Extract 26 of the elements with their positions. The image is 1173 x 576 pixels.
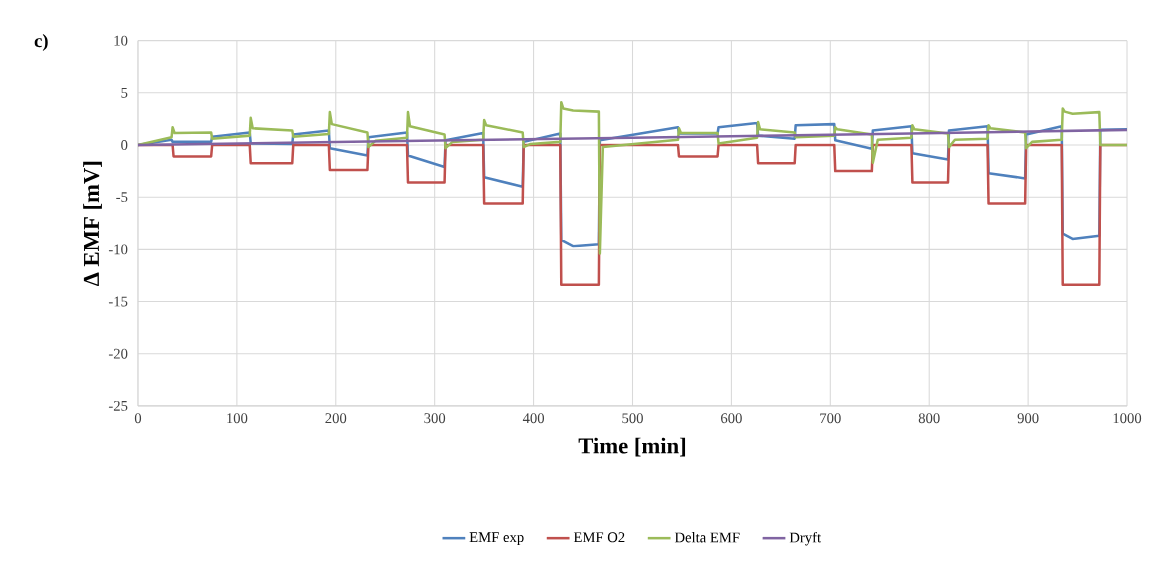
x-tick-label: 0 (134, 413, 142, 424)
x-tick-label: 200 (325, 413, 347, 424)
x-tick-label: 1000 (1113, 413, 1142, 424)
y-tick-label: 5 (121, 88, 128, 98)
text: c) (34, 34, 48, 52)
y-tick-label: 10 (114, 35, 128, 46)
x-tick-label: 700 (820, 413, 841, 424)
x-tick-label: 300 (424, 413, 446, 424)
x-tick-label: 800 (918, 413, 940, 424)
x-tick-label: 900 (1017, 413, 1039, 424)
legend-label: EMF O2 (573, 532, 625, 543)
x-tick-label: 100 (227, 413, 248, 424)
y-tick-label: -15 (108, 296, 128, 307)
legend-label: Delta EMF (674, 532, 740, 543)
y-tick-label: -10 (108, 244, 128, 255)
y-tick-label: -5 (116, 192, 128, 203)
y-tick-label: -25 (108, 401, 128, 411)
x-tick-label: 500 (622, 413, 643, 424)
x-tick-label: 600 (721, 413, 742, 424)
x-tick-label: 400 (522, 413, 545, 424)
legend-label: EMF exp (469, 532, 524, 546)
y-tick-label: -20 (108, 348, 128, 359)
legend-label: Dryft (789, 532, 821, 546)
y-tick-label: 0 (121, 140, 128, 151)
y-axis-title: Δ EMF [mV] (83, 161, 102, 287)
x-axis-title: Time [min] (578, 437, 686, 457)
